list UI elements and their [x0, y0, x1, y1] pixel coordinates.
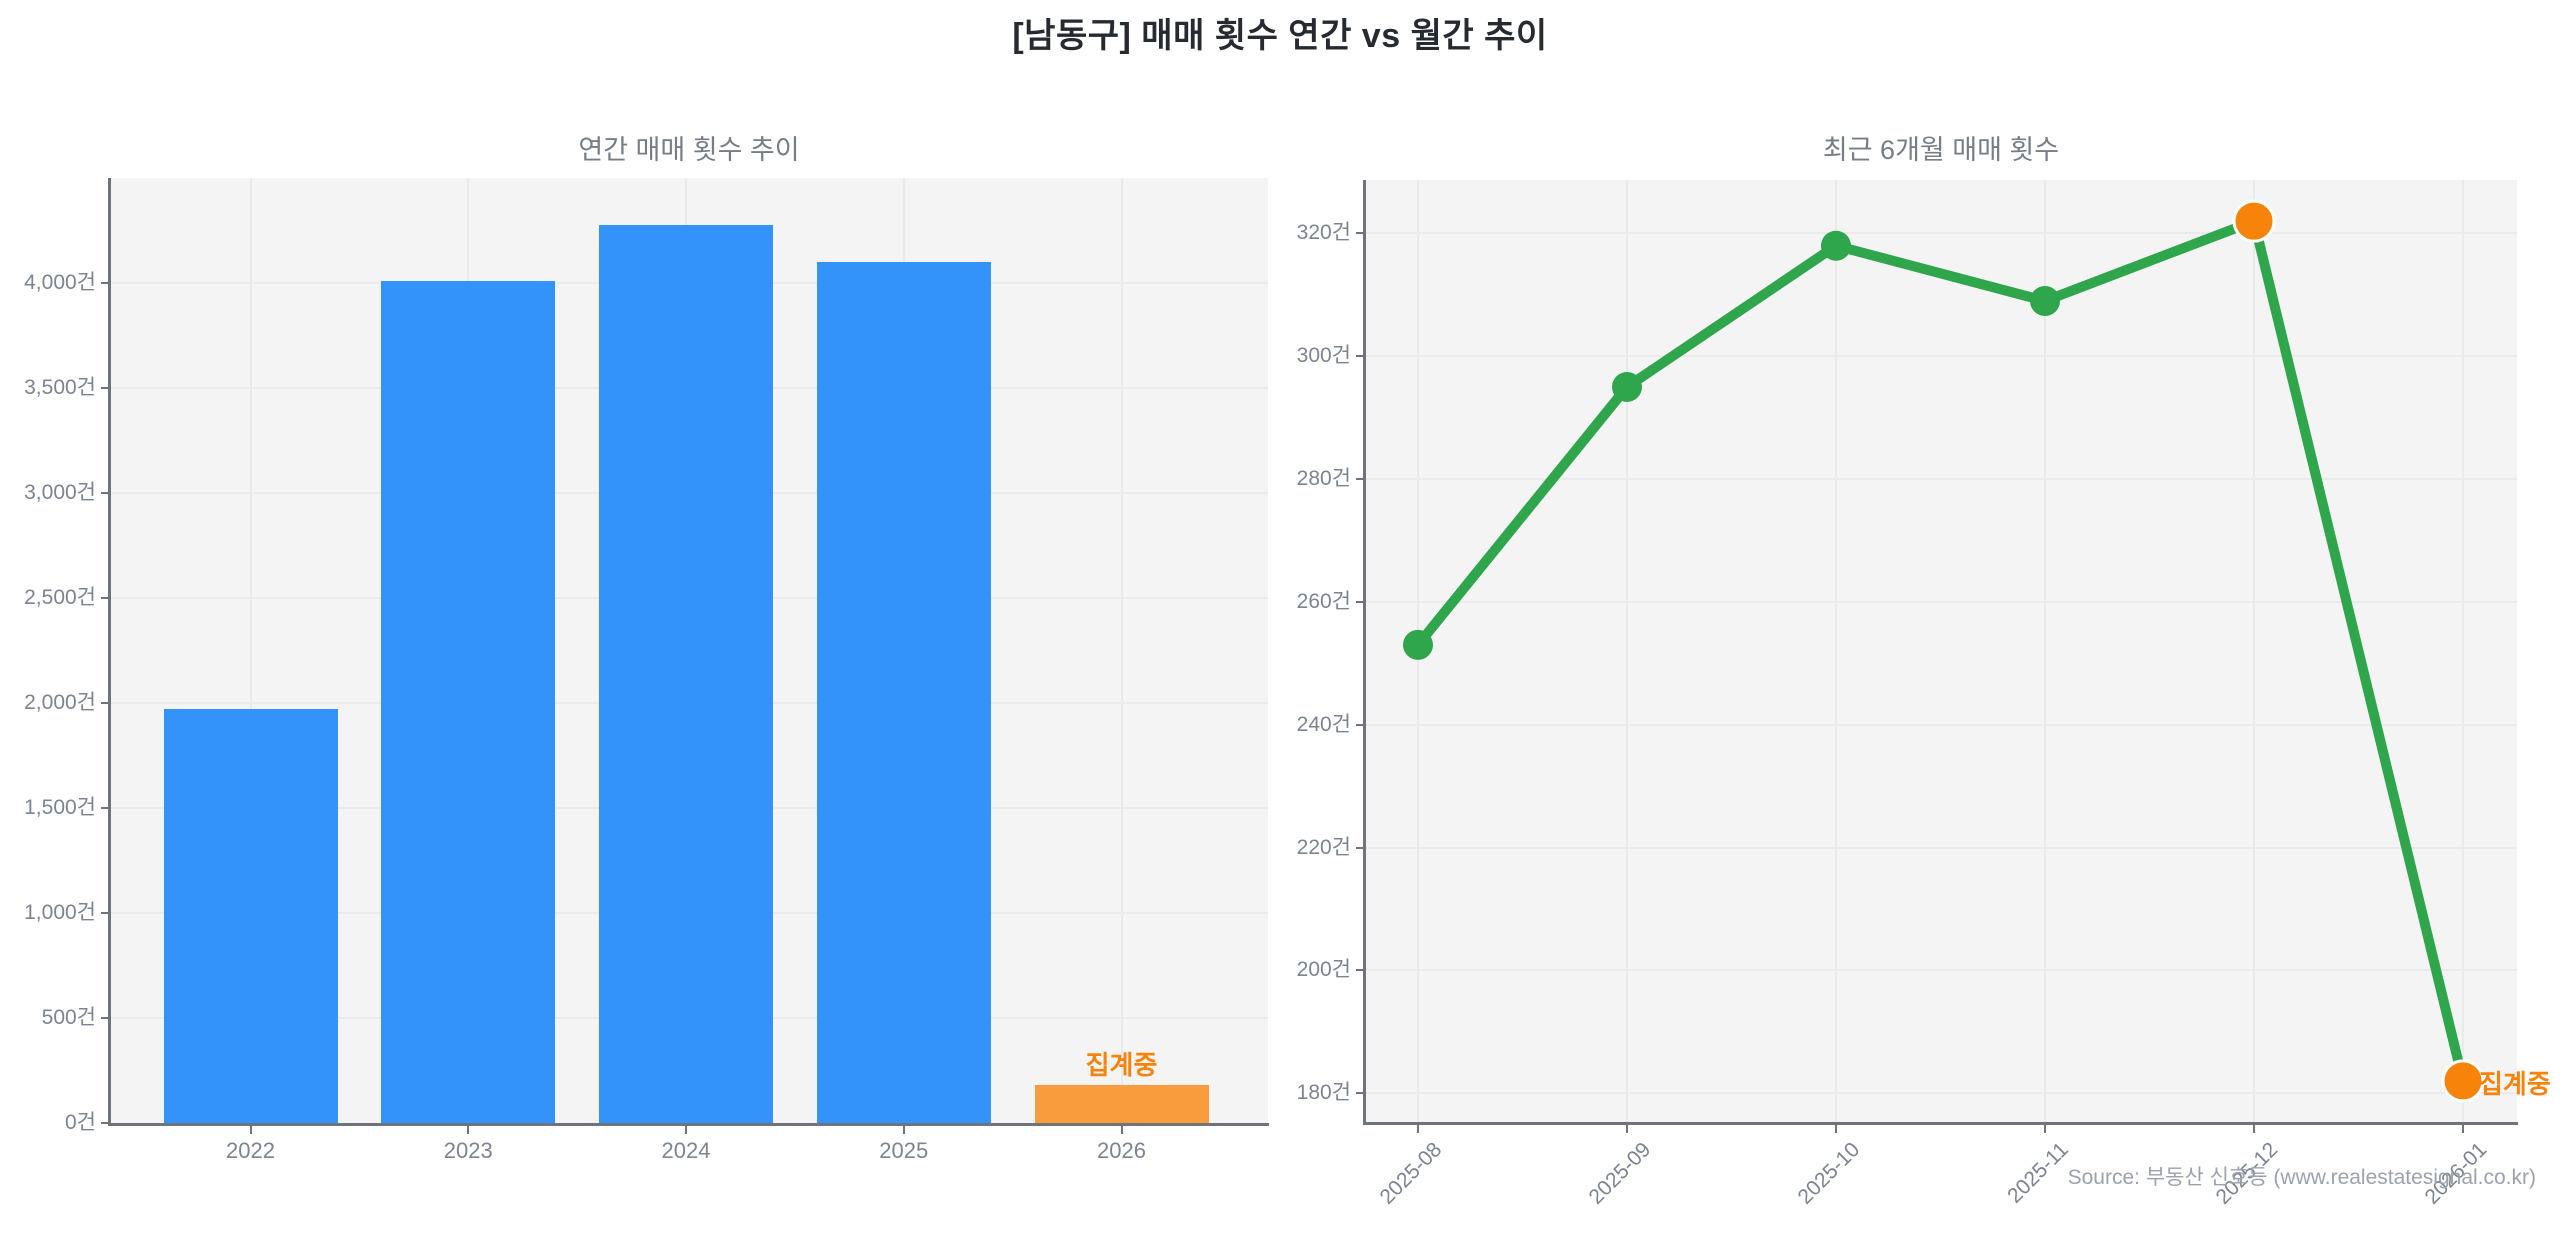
y-axis-label: 260건: [1296, 589, 1351, 613]
pending-status-label: 집계중: [1085, 1050, 1158, 1081]
x-axis-tick: [685, 1125, 687, 1134]
y-axis-tick: [101, 807, 110, 809]
y-gridline: [1365, 846, 2517, 849]
x-gridline: [249, 178, 252, 1123]
y-axis-label: 280건: [1296, 467, 1351, 491]
x-axis-tick: [2044, 1124, 2046, 1133]
y-axis-tick: [1356, 969, 1365, 972]
y-axis-label: 3,000건: [24, 481, 96, 504]
y-axis-tick: [101, 387, 110, 389]
y-gridline: [1365, 1092, 2517, 1095]
x-axis-label-2025-10: 2025-10: [1793, 1138, 1865, 1209]
x-axis-label-2026: 2026: [1097, 1138, 1146, 1163]
y-axis-label: 220건: [1296, 835, 1351, 859]
x-axis-tick: [467, 1125, 470, 1134]
y-gridline: [1365, 478, 2517, 481]
y-axis-label: 200건: [1296, 958, 1351, 982]
x-axis-tick: [2462, 1124, 2464, 1133]
x-gridline: [1626, 180, 1628, 1122]
y-gridline: [1365, 232, 2517, 235]
y-axis-tick: [1356, 232, 1365, 235]
y-axis-tick: [101, 492, 110, 494]
y-gridline: [1365, 723, 2517, 726]
annual-chart-title: 연간 매매 횟수 추이: [578, 135, 800, 165]
y-axis-label: 1,000건: [24, 901, 96, 924]
y-axis-tick: [101, 282, 110, 284]
data-point-2025-09[interactable]: [1612, 371, 1642, 402]
x-axis-tick: [2253, 1124, 2255, 1133]
y-gridline: [1365, 600, 2517, 603]
data-point-2025-11[interactable]: [2030, 285, 2060, 316]
x-axis-tick: [1835, 1124, 1837, 1133]
bar-2022[interactable]: [163, 709, 338, 1123]
x-gridline: [2462, 180, 2464, 1122]
x-axis-tick: [1417, 1124, 1419, 1133]
x-axis-line: [108, 1123, 1269, 1126]
pending-status-label: 집계중: [2479, 1068, 2551, 1099]
y-axis-tick: [101, 1017, 110, 1019]
y-axis-label: 4,000건: [24, 271, 96, 294]
data-point-2025-12[interactable]: [2232, 199, 2276, 243]
x-axis-tick: [1120, 1125, 1123, 1134]
y-gridline: [1365, 355, 2517, 358]
x-axis-tick: [249, 1125, 252, 1134]
y-axis-label: 0건: [65, 1111, 96, 1134]
monthly-line-plot: [1403, 199, 2485, 1103]
source-note: Source: 부동산 신호등 (www.realestatesignal.co…: [2067, 1166, 2536, 1189]
x-axis-label-2024: 2024: [661, 1138, 711, 1163]
y-axis-label: 2,500건: [24, 586, 96, 609]
bar-2026[interactable]: [1034, 1085, 1209, 1123]
x-axis-label-2022: 2022: [226, 1138, 275, 1163]
y-axis-tick: [1356, 355, 1365, 358]
y-axis-tick: [1356, 846, 1365, 849]
y-gridline: [1365, 969, 2517, 972]
y-axis-tick: [101, 912, 110, 914]
y-axis-tick: [1356, 1092, 1365, 1095]
y-axis-label: 180건: [1296, 1081, 1351, 1105]
y-axis-tick: [1356, 478, 1365, 481]
data-point-2025-08[interactable]: [1403, 629, 1433, 660]
page-title: [남동구] 매매 횟수 연간 vs 월간 추이: [1012, 17, 1548, 55]
sales-trend-line: [1413, 216, 2468, 1086]
y-axis-tick: [1356, 600, 1365, 603]
x-gridline: [2253, 180, 2255, 1122]
y-axis-line: [108, 178, 111, 1125]
y-axis-label: 3,500건: [24, 376, 96, 399]
y-axis-tick: [101, 1122, 110, 1124]
x-axis-label-2025-09: 2025-09: [1584, 1138, 1656, 1209]
y-axis-label: 500건: [41, 1006, 96, 1029]
bar-2025[interactable]: [816, 262, 991, 1123]
y-axis-tick: [101, 702, 110, 704]
x-axis-label-2023: 2023: [443, 1138, 493, 1163]
y-axis-label: 2,000건: [24, 691, 96, 714]
x-axis-label-2025-11: 2025-11: [2003, 1138, 2074, 1208]
y-axis-label: 320건: [1296, 221, 1351, 245]
x-axis-tick: [1626, 1124, 1628, 1133]
x-gridline: [1120, 178, 1123, 1123]
y-axis-line: [1363, 180, 1366, 1124]
data-point-2025-10[interactable]: [1821, 230, 1851, 261]
x-axis-label-2025-08: 2025-08: [1375, 1138, 1447, 1209]
x-gridline: [2044, 180, 2046, 1122]
y-axis-label: 240건: [1296, 712, 1351, 736]
x-axis-tick: [902, 1125, 905, 1134]
bar-2024[interactable]: [599, 225, 773, 1123]
y-axis-label: 1,500건: [24, 796, 96, 819]
y-axis-tick: [1356, 723, 1365, 726]
x-gridline: [1835, 180, 1837, 1122]
monthly-sales-plot-area: [1365, 180, 2517, 1122]
y-axis-label: 300건: [1296, 344, 1351, 368]
data-point-2026-01[interactable]: [2441, 1059, 2485, 1103]
x-axis-label-2025: 2025: [879, 1138, 929, 1163]
y-axis-tick: [101, 597, 110, 599]
x-axis-line: [1363, 1122, 2518, 1125]
monthly-chart-title: 최근 6개월 매매 횟수: [1822, 135, 2060, 165]
bar-2023[interactable]: [381, 280, 556, 1123]
